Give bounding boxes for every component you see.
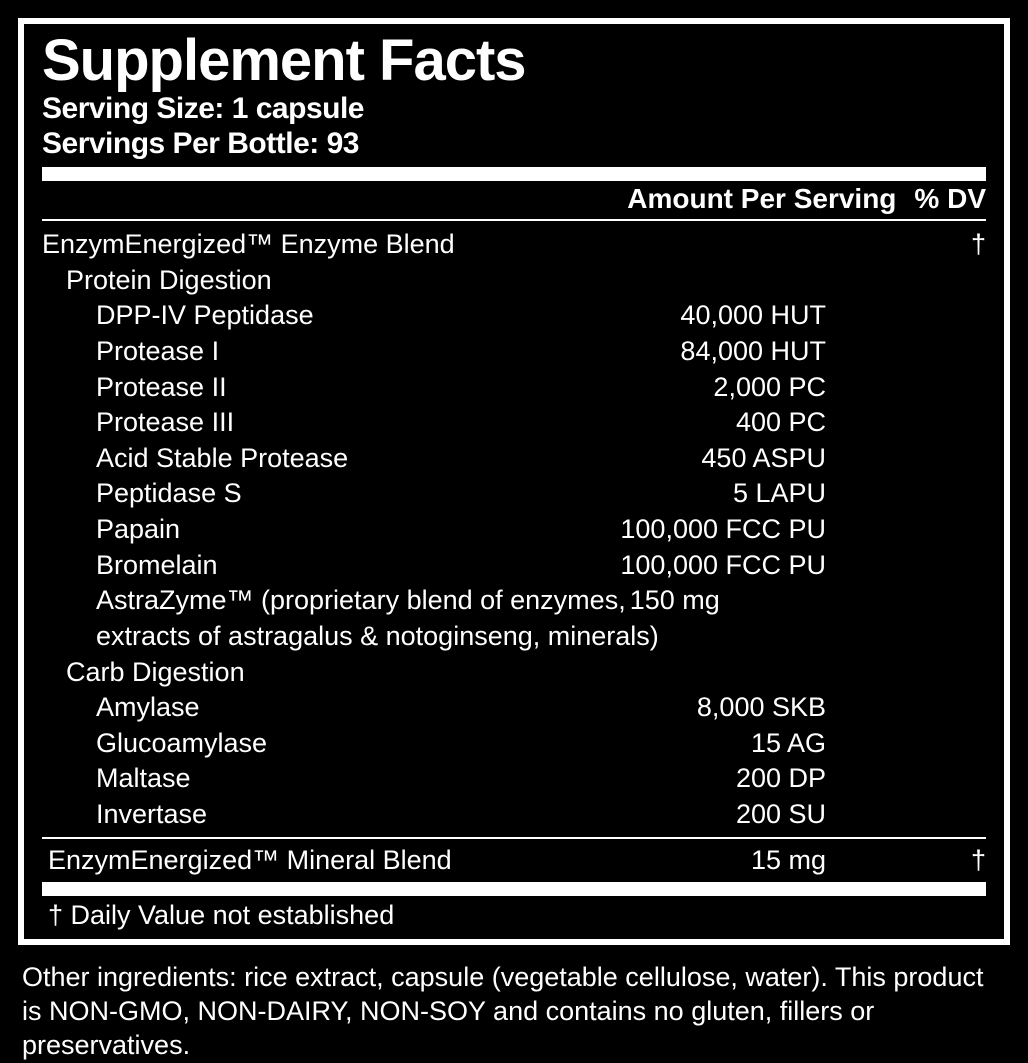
ingredient-amount: 200 DP <box>736 761 826 797</box>
carb-items: Amylase8,000 SKBGlucoamylase15 AGMaltase… <box>42 690 986 833</box>
ingredient-row: Glucoamylase 15 AG <box>42 726 986 762</box>
column-headers: Amount Per Serving % DV <box>42 181 986 217</box>
ingredient-amount: 400 PC <box>736 405 826 441</box>
astrazyme-text-2: extracts of astragalus & notoginseng, mi… <box>42 619 986 655</box>
ingredient-name: Amylase <box>96 690 200 726</box>
astrazyme-text-1: AstraZyme™ (proprietary blend of enzymes… <box>96 583 626 619</box>
enzyme-blend-header: EnzymEnergized™ Enzyme Blend † <box>42 227 986 263</box>
ingredient-amount: 450 ASPU <box>701 441 826 477</box>
ingredient-name: Glucoamylase <box>96 726 267 762</box>
supplement-facts-panel: Supplement Facts Serving Size: 1 capsule… <box>18 18 1010 945</box>
col-percent-dv: % DV <box>914 183 986 215</box>
ingredient-row: Protease I 84,000 HUT <box>42 334 986 370</box>
ingredient-amount: 40,000 HUT <box>680 298 826 334</box>
ingredient-amount: 5 LAPU <box>733 476 826 512</box>
ingredient-name: Protease I <box>96 334 219 370</box>
mineral-blend-dv: † <box>826 843 986 879</box>
blend-dv: † <box>956 227 986 263</box>
rule-thin <box>42 219 986 221</box>
ingredient-name: Protease II <box>96 370 227 406</box>
ingredient-row: Bromelain 100,000 FCC PU <box>42 548 986 584</box>
ingredient-name: Peptidase S <box>96 476 242 512</box>
servings-per-bottle: Servings Per Bottle: 93 <box>42 127 986 162</box>
serving-size: Serving Size: 1 capsule <box>42 92 986 127</box>
ingredient-amount: 15 AG <box>751 726 826 762</box>
mineral-blend-name: EnzymEnergized™ Mineral Blend <box>48 843 452 879</box>
ingredient-row: Maltase 200 DP <box>42 761 986 797</box>
rule-thin-mid <box>42 837 986 839</box>
ingredient-amount: 100,000 FCC PU <box>620 512 826 548</box>
ingredient-amount: 8,000 SKB <box>697 690 826 726</box>
astrazyme-row: AstraZyme™ (proprietary blend of enzymes… <box>42 583 986 619</box>
ingredient-row: Peptidase S 5 LAPU <box>42 476 986 512</box>
ingredient-name: Papain <box>96 512 180 548</box>
dv-footnote: † Daily Value not established <box>42 896 986 933</box>
protein-items: DPP-IV Peptidase 40,000 HUT Protease I 84,0… <box>42 298 986 583</box>
rule-thick <box>42 167 986 181</box>
ingredient-row: DPP-IV Peptidase 40,000 HUT <box>42 298 986 334</box>
ingredient-name: Maltase <box>96 761 191 797</box>
rule-thick-bottom <box>42 882 986 896</box>
ingredient-row: Papain 100,000 FCC PU <box>42 512 986 548</box>
ingredient-amount: 200 SU <box>736 797 826 833</box>
ingredient-amount: 100,000 FCC PU <box>620 548 826 584</box>
ingredient-row: Invertase 200 SU <box>42 797 986 833</box>
other-ingredients: Other ingredients: rice extract, capsule… <box>0 955 1028 1062</box>
ingredient-name: Bromelain <box>96 548 218 584</box>
astrazyme-amount: 150 mg <box>630 583 720 619</box>
ingredient-amount: 84,000 HUT <box>680 334 826 370</box>
ingredient-row: Protease III 400 PC <box>42 405 986 441</box>
mineral-blend-row: EnzymEnergized™ Mineral Blend 15 mg † <box>42 843 986 879</box>
ingredient-name: Acid Stable Protease <box>96 441 348 477</box>
col-amount-per-serving: Amount Per Serving <box>627 183 896 215</box>
ingredient-row: Acid Stable Protease 450 ASPU <box>42 441 986 477</box>
carb-digestion-header: Carb Digestion <box>42 655 986 691</box>
ingredient-amount: 2,000 PC <box>713 370 826 406</box>
blend-name: EnzymEnergized™ Enzyme Blend <box>42 227 455 263</box>
ingredient-name: Protease III <box>96 405 234 441</box>
protein-digestion-header: Protein Digestion <box>42 263 986 299</box>
ingredient-row: Amylase 8,000 SKB <box>42 690 986 726</box>
ingredient-name: DPP-IV Peptidase <box>96 298 314 334</box>
ingredient-name: Invertase <box>96 797 207 833</box>
panel-title: Supplement Facts <box>42 32 986 90</box>
ingredient-row: Protease II 2,000 PC <box>42 370 986 406</box>
mineral-blend-amount: 15 mg <box>751 843 826 879</box>
